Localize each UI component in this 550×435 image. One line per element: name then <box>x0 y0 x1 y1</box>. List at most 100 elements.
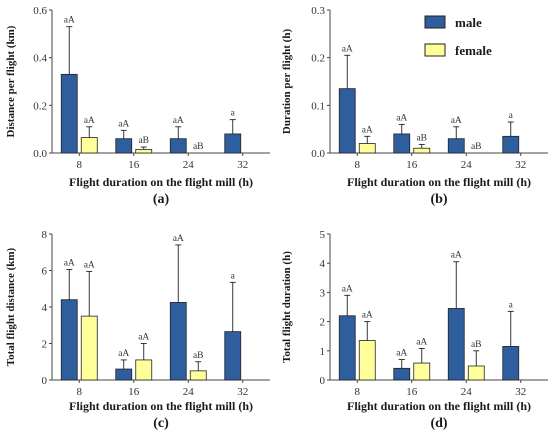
y-axis-title: Total flight duration (h) <box>281 251 293 363</box>
significance-label: aA <box>84 116 95 126</box>
significance-label: aA <box>416 337 427 347</box>
significance-label: aA <box>451 251 462 261</box>
significance-label: aA <box>396 113 407 123</box>
y-tick-label: 0 <box>320 375 326 387</box>
x-tick-label: 32 <box>515 386 526 398</box>
x-axis-title: Flight duration on the flight mill (h) <box>347 399 531 413</box>
bar-male <box>338 315 356 381</box>
significance-label: aB <box>471 340 482 350</box>
significance-label: aA <box>118 119 129 129</box>
significance-label: aA <box>362 125 373 135</box>
x-axis-title: Flight duration on the flight mill (h) <box>69 399 253 413</box>
bar-female <box>358 143 376 154</box>
bar-female <box>80 315 98 381</box>
bar-male <box>502 135 520 154</box>
panel-label: (c) <box>153 416 169 431</box>
bar-male <box>338 88 356 154</box>
chart-panel: 0 1 2 3 4 5 8 16 24 32 aA aA aA a aA aA aB Total flight d… <box>281 229 548 431</box>
y-axis-title: Distance per flight (km) <box>5 25 17 137</box>
y-tick-label: 0.2 <box>33 100 47 112</box>
panel-label: (b) <box>430 192 447 207</box>
bar-male <box>447 308 465 381</box>
significance-label: aB <box>471 142 482 152</box>
significance-label: aB <box>416 133 427 143</box>
bar-male <box>393 367 411 381</box>
y-axis-title: Duration per flight (h) <box>281 29 293 135</box>
x-tick-label: 16 <box>128 386 140 398</box>
significance-label: aA <box>118 349 129 359</box>
x-axis-title: Flight duration on the flight mill (h) <box>347 175 531 189</box>
x-tick-label: 24 <box>461 386 473 398</box>
significance-label: aA <box>396 349 407 359</box>
bar-male <box>115 138 133 154</box>
y-tick-label: 0.6 <box>33 5 47 17</box>
significance-label: aA <box>64 259 75 269</box>
significance-label: aA <box>451 116 462 126</box>
x-tick-label: 32 <box>237 159 248 171</box>
panel-label: (a) <box>153 192 170 207</box>
bar-female <box>413 362 431 381</box>
bar-male <box>224 331 242 381</box>
bar-female <box>135 149 153 154</box>
bar-female <box>413 147 431 154</box>
x-tick-label: 8 <box>77 386 83 398</box>
bar-female <box>135 359 153 381</box>
y-tick-label: 4 <box>42 302 48 314</box>
bar-male <box>447 138 465 154</box>
x-axis-title: Flight duration on the flight mill (h) <box>69 175 253 189</box>
bar-male <box>60 73 78 154</box>
y-tick-label: 8 <box>42 229 48 241</box>
y-tick-label: 4 <box>320 258 326 270</box>
bar-female <box>189 370 207 381</box>
bar-male <box>224 133 242 154</box>
bar-female <box>358 340 376 381</box>
y-tick-label: 5 <box>320 229 326 241</box>
significance-label: aA <box>64 16 75 26</box>
significance-label: a <box>231 109 236 119</box>
chart-panel: 0.0 0.2 0.4 0.6 8 16 24 32 aA aA aA a aA aB aB Distance… <box>5 5 270 207</box>
bar-male <box>115 368 133 381</box>
legend-swatch-female <box>424 43 446 57</box>
legend-label-female: female <box>455 43 492 58</box>
bar-male <box>169 302 187 381</box>
y-tick-label: 0 <box>42 375 48 387</box>
x-tick-label: 24 <box>183 159 195 171</box>
significance-label: aB <box>193 351 204 361</box>
significance-label: aA <box>138 333 149 343</box>
significance-label: a <box>509 300 514 310</box>
y-tick-label: 2 <box>320 317 326 329</box>
significance-label: a <box>509 111 514 121</box>
x-tick-label: 16 <box>128 159 140 171</box>
x-tick-label: 32 <box>237 386 248 398</box>
bar-female <box>80 137 98 154</box>
x-tick-label: 8 <box>77 159 83 171</box>
x-tick-label: 32 <box>515 159 526 171</box>
bar-female <box>467 365 485 381</box>
significance-label: aA <box>362 311 373 321</box>
panel-label: (d) <box>430 416 447 431</box>
x-tick-label: 16 <box>406 159 418 171</box>
y-tick-label: 0.4 <box>33 53 47 65</box>
y-tick-label: 3 <box>320 287 326 299</box>
bar-male <box>60 299 78 381</box>
significance-label: aA <box>342 284 353 294</box>
y-tick-label: 0.1 <box>311 100 325 112</box>
legend-label-male: male <box>455 15 482 30</box>
y-tick-label: 0.0 <box>33 148 47 160</box>
x-tick-label: 16 <box>406 386 418 398</box>
significance-label: aA <box>84 260 95 270</box>
bar-male <box>393 133 411 154</box>
y-tick-label: 6 <box>42 266 48 278</box>
y-tick-label: 0.0 <box>311 148 325 160</box>
y-tick-label: 0.2 <box>311 53 325 65</box>
significance-label: aA <box>173 234 184 244</box>
legend: male female <box>424 15 492 58</box>
x-tick-label: 24 <box>183 386 195 398</box>
significance-label: aA <box>173 116 184 126</box>
x-tick-label: 24 <box>461 159 473 171</box>
y-tick-label: 2 <box>42 339 48 351</box>
y-tick-label: 1 <box>320 346 326 358</box>
y-tick-label: 0.3 <box>311 5 325 17</box>
